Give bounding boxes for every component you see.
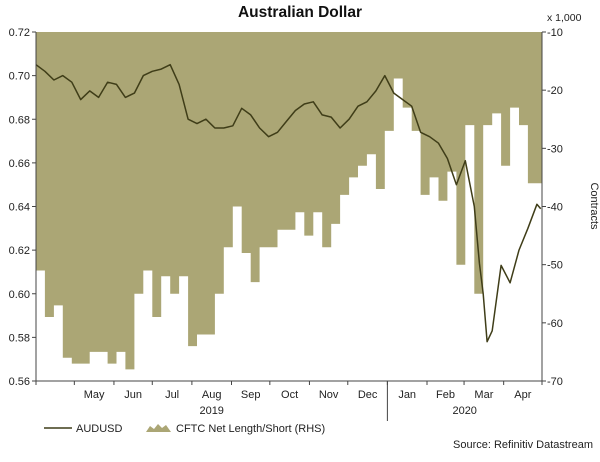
source-note: Source: Refinitiv Datastream — [453, 439, 593, 451]
right-tick-label: -10 — [547, 27, 563, 39]
left-tick-label: 0.60 — [9, 289, 30, 301]
x-month-label: Jun — [124, 389, 142, 401]
audusd-line — [35, 63, 542, 343]
right-tick-label: -20 — [547, 85, 563, 97]
legend-cftc-label: CFTC Net Length/Short (RHS) — [176, 423, 325, 435]
legend-cftc-swatch — [146, 424, 171, 432]
right-tick-label: -50 — [547, 260, 563, 272]
right-tick-label: -30 — [547, 143, 563, 155]
right-tick-label: -40 — [547, 202, 563, 214]
x-month-label: Sep — [241, 389, 261, 401]
legend-audusd-label: AUDUSD — [76, 423, 123, 435]
left-tick-label: 0.72 — [9, 27, 30, 39]
x-month-label: Oct — [281, 389, 298, 401]
legend: AUDUSD CFTC Net Length/Short (RHS) — [44, 423, 325, 435]
x-month-label: Jul — [165, 389, 179, 401]
left-tick-label: 0.62 — [9, 245, 30, 257]
left-tick-label: 0.70 — [9, 71, 30, 83]
x-month-label: May — [84, 389, 105, 401]
x-month-label: Aug — [202, 389, 222, 401]
left-tick-label: 0.56 — [9, 376, 30, 388]
left-tick-label: 0.66 — [9, 158, 30, 170]
plot-area: 0.56 0.58 0.60 0.62 0.64 0.66 0.68 0.70 0.72 -70 -… — [9, 27, 563, 421]
x-month-label: Feb — [436, 389, 455, 401]
x-year-label: 2020 — [452, 405, 476, 417]
left-tick-label: 0.68 — [9, 114, 30, 126]
left-tick-label: 0.58 — [9, 332, 30, 344]
right-tick-label: -70 — [547, 376, 563, 388]
rhs-axis-label: Contracts — [588, 182, 600, 230]
chart-title: Australian Dollar — [238, 4, 362, 21]
x-month-label: Apr — [514, 389, 531, 401]
x-year-label: 2019 — [199, 405, 223, 417]
right-tick-label: -60 — [547, 318, 563, 330]
rhs-unit-note: x 1,000 — [547, 12, 582, 24]
x-month-label: Mar — [474, 389, 493, 401]
x-month-label: Dec — [358, 389, 378, 401]
x-month-label: Nov — [319, 389, 339, 401]
x-month-label: Jan — [398, 389, 416, 401]
left-tick-label: 0.64 — [9, 202, 30, 214]
